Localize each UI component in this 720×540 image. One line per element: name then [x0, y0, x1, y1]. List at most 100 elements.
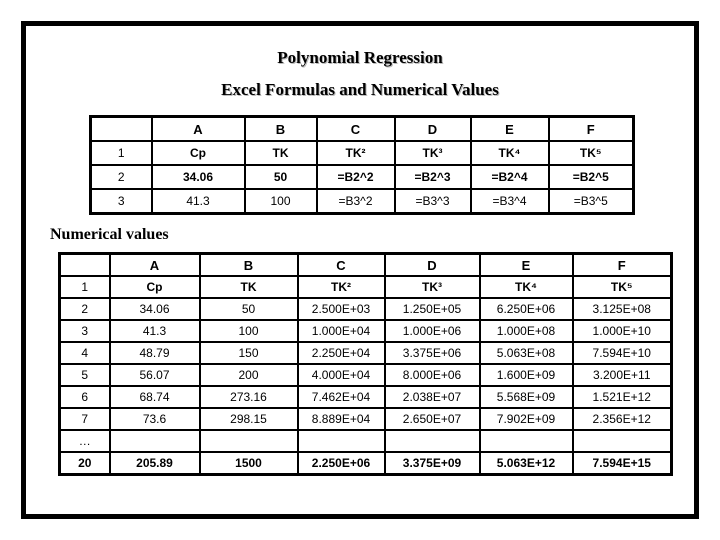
corner-cell — [89, 115, 153, 142]
cell-E4: 5.063E+08 — [478, 341, 574, 365]
row-header-cell: … — [58, 429, 111, 453]
cell-A3: 41.3 — [150, 188, 246, 215]
cell-E5: 1.600E+09 — [478, 363, 574, 387]
cell-C7: 8.889E+04 — [296, 407, 386, 431]
cell-E… — [478, 429, 574, 453]
cell-A2: 34.06 — [150, 164, 246, 190]
cell-D7: 2.650E+07 — [383, 407, 481, 431]
cell-F20: 7.594E+15 — [571, 451, 673, 476]
cell-E1: TK⁴ — [469, 140, 550, 166]
cell-A1: Cp — [150, 140, 246, 166]
cell-E3: 1.000E+08 — [478, 319, 574, 343]
cell-C… — [296, 429, 386, 453]
cell-E20: 5.063E+12 — [478, 451, 574, 476]
cell-B5: 200 — [198, 363, 299, 387]
cell-C3: 1.000E+04 — [296, 319, 386, 343]
table-row: 4 48.79 150 2.250E+04 3.375E+06 5.063E+08 7.59… — [58, 341, 673, 365]
column-header-cell: E — [469, 115, 550, 142]
row-header-cell: 20 — [58, 451, 111, 476]
cell-B20: 1500 — [198, 451, 299, 476]
column-header-cell: B — [243, 115, 318, 142]
table-row: 2 34.06 50 2.500E+03 1.250E+05 6.250E+06 3.125… — [58, 297, 673, 321]
column-header-cell: D — [383, 252, 481, 277]
cell-B2: 50 — [198, 297, 299, 321]
column-header-cell: E — [478, 252, 574, 277]
cell-A2: 34.06 — [108, 297, 201, 321]
cell-D6: 2.038E+07 — [383, 385, 481, 409]
row-header-cell: 2 — [58, 297, 111, 321]
cell-D2: 1.250E+05 — [383, 297, 481, 321]
formula-table: A B C D E F 1 Cp TK TK² TK³ TK⁴ TK⁵ 2 34.06 50 =B2^2 =B2^… — [89, 115, 635, 215]
row-header-cell: 3 — [89, 188, 153, 215]
cell-F1: TK⁵ — [547, 140, 635, 166]
section-label-numerical-values: Numerical values — [50, 226, 169, 243]
cell-A3: 41.3 — [108, 319, 201, 343]
cell-D20: 3.375E+09 — [383, 451, 481, 476]
cell-F7: 2.356E+12 — [571, 407, 673, 431]
table-row: 3 41.3 100 =B3^2 =B3^3 =B3^4 =B3^5 — [89, 188, 635, 215]
cell-F… — [571, 429, 673, 453]
row-header-cell: 1 — [58, 275, 111, 299]
cell-C20: 2.250E+06 — [296, 451, 386, 476]
cell-B2: 50 — [243, 164, 318, 190]
cell-F1: TK⁵ — [571, 275, 673, 299]
column-header-cell: D — [393, 115, 472, 142]
cell-D1: TK³ — [393, 140, 472, 166]
cell-B3: 100 — [198, 319, 299, 343]
corner-cell — [58, 252, 111, 277]
row-header-cell: 7 — [58, 407, 111, 431]
table-row: 1 Cp TK TK² TK³ TK⁴ TK⁵ — [58, 275, 673, 299]
cell-F5: 3.200E+11 — [571, 363, 673, 387]
cell-B4: 150 — [198, 341, 299, 365]
cell-C1: TK² — [315, 140, 396, 166]
column-header-cell: F — [571, 252, 673, 277]
column-header-cell: A — [150, 115, 246, 142]
cell-C2: =B2^2 — [315, 164, 396, 190]
cell-E7: 7.902E+09 — [478, 407, 574, 431]
cell-E2: 6.250E+06 — [478, 297, 574, 321]
column-header-cell: C — [296, 252, 386, 277]
table-row: 5 56.07 200 4.000E+04 8.000E+06 1.600E+09 3.20… — [58, 363, 673, 387]
cell-F3: =B3^5 — [547, 188, 635, 215]
row-header-cell: 1 — [89, 140, 153, 166]
cell-D4: 3.375E+06 — [383, 341, 481, 365]
values-table: A B C D E F 1 Cp TK TK² TK³ TK⁴ TK⁵ 2 34.06 50 2.500E+03… — [58, 252, 673, 476]
cell-C5: 4.000E+04 — [296, 363, 386, 387]
cell-E2: =B2^4 — [469, 164, 550, 190]
cell-D3: =B3^3 — [393, 188, 472, 215]
cell-C1: TK² — [296, 275, 386, 299]
cell-F3: 1.000E+10 — [571, 319, 673, 343]
cell-A7: 73.6 — [108, 407, 201, 431]
table-row: 6 68.74 273.16 7.462E+04 2.038E+07 5.568E+09 1… — [58, 385, 673, 409]
column-header-cell: F — [547, 115, 635, 142]
cell-F6: 1.521E+12 — [571, 385, 673, 409]
cell-A5: 56.07 — [108, 363, 201, 387]
cell-A6: 68.74 — [108, 385, 201, 409]
column-header-cell: A — [108, 252, 201, 277]
column-header-cell: C — [315, 115, 396, 142]
cell-B1: TK — [198, 275, 299, 299]
row-header-cell: 2 — [89, 164, 153, 190]
cell-B7: 298.15 — [198, 407, 299, 431]
table-row: 1 Cp TK TK² TK³ TK⁴ TK⁵ — [89, 140, 635, 166]
cell-C4: 2.250E+04 — [296, 341, 386, 365]
cell-A1: Cp — [108, 275, 201, 299]
cell-D5: 8.000E+06 — [383, 363, 481, 387]
cell-F2: 3.125E+08 — [571, 297, 673, 321]
column-header-cell: B — [198, 252, 299, 277]
slide-subtitle: Excel Formulas and Numerical Values — [221, 80, 499, 99]
table-row: 7 73.6 298.15 8.889E+04 2.650E+07 7.902E+09 2.… — [58, 407, 673, 431]
cell-B6: 273.16 — [198, 385, 299, 409]
cell-B… — [198, 429, 299, 453]
cell-D1: TK³ — [383, 275, 481, 299]
cell-F4: 7.594E+10 — [571, 341, 673, 365]
row-header-cell: 3 — [58, 319, 111, 343]
row-header-cell: 4 — [58, 341, 111, 365]
cell-B3: 100 — [243, 188, 318, 215]
cell-C2: 2.500E+03 — [296, 297, 386, 321]
cell-C3: =B3^2 — [315, 188, 396, 215]
cell-E3: =B3^4 — [469, 188, 550, 215]
cell-B1: TK — [243, 140, 318, 166]
